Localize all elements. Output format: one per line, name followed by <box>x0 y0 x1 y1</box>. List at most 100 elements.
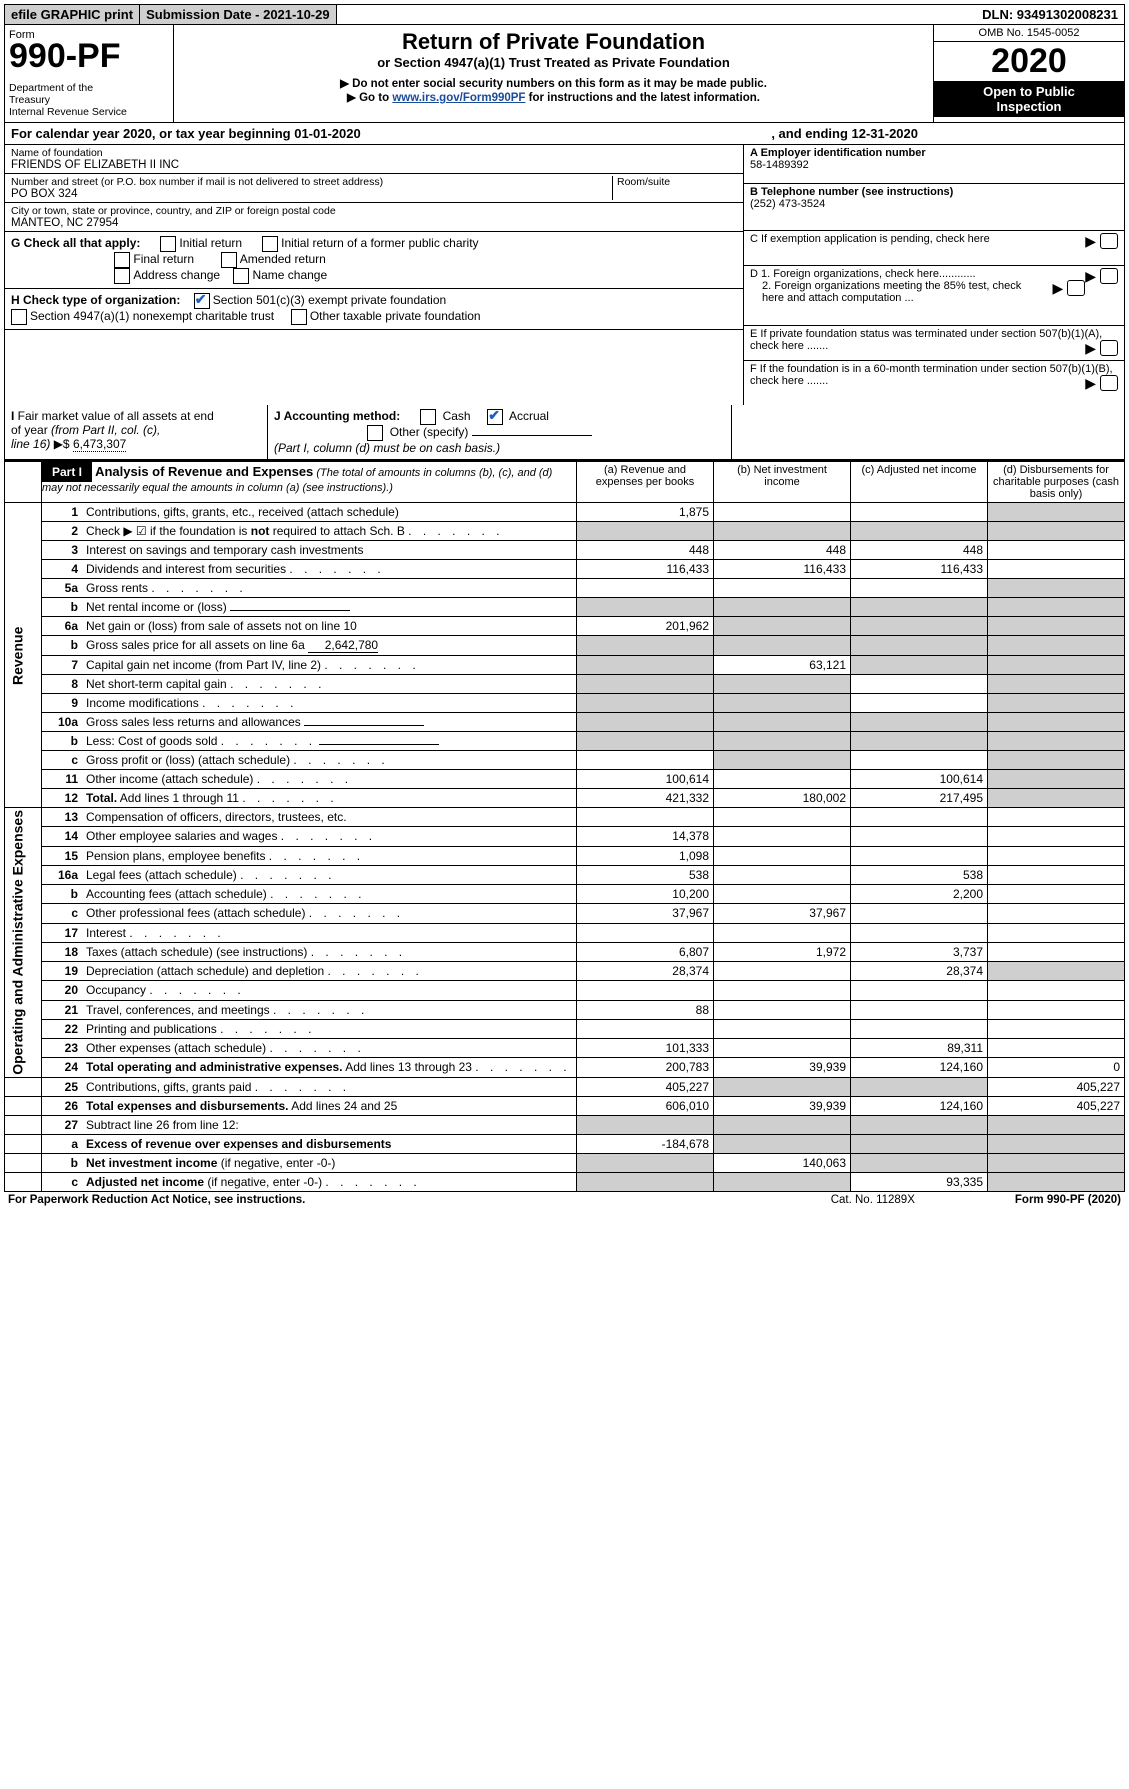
row-num: b <box>42 636 83 656</box>
row-num: 24 <box>42 1058 83 1077</box>
row-desc: Net investment income (if negative, ente… <box>82 1153 577 1172</box>
cell: -184,678 <box>577 1134 714 1153</box>
cell <box>851 981 988 1000</box>
row-num: 20 <box>42 981 83 1000</box>
cell <box>577 981 714 1000</box>
row-num: 8 <box>42 675 83 694</box>
row-num: 2 <box>42 522 83 541</box>
section-h: H Check type of organization: Section 50… <box>5 289 743 330</box>
cb-e[interactable] <box>1100 340 1118 356</box>
form-header: Form 990-PF Department of theTreasuryInt… <box>4 25 1125 123</box>
row-desc: Interest on savings and temporary cash i… <box>82 541 577 560</box>
cell <box>577 732 714 751</box>
cell <box>988 923 1125 942</box>
addr-label: Number and street (or P.O. box number if… <box>11 176 608 188</box>
cell <box>851 1134 988 1153</box>
cell <box>714 885 851 904</box>
cell <box>988 732 1125 751</box>
cell: 39,939 <box>714 1058 851 1077</box>
cell <box>851 675 988 694</box>
cell <box>851 694 988 713</box>
f-label: F If the foundation is in a 60-month ter… <box>750 363 1113 387</box>
d1-label: D 1. Foreign organizations, check here..… <box>750 268 976 280</box>
cb-name[interactable] <box>233 268 249 284</box>
cell <box>714 636 851 656</box>
cell: 606,010 <box>577 1096 714 1115</box>
cell <box>577 713 714 732</box>
cell <box>714 522 851 541</box>
cell: 217,495 <box>851 789 988 808</box>
cell <box>577 1115 714 1134</box>
cb-address[interactable] <box>114 268 130 284</box>
cell: 37,967 <box>714 904 851 923</box>
cb-other-tax[interactable] <box>291 309 307 325</box>
foundation-name: FRIENDS OF ELIZABETH II INC <box>11 159 737 171</box>
cell <box>851 503 988 522</box>
cell <box>988 675 1125 694</box>
cell <box>851 732 988 751</box>
cell <box>714 770 851 789</box>
cell <box>988 904 1125 923</box>
cell <box>577 1153 714 1172</box>
cell <box>577 1172 714 1191</box>
cb-initial[interactable] <box>160 236 176 252</box>
cb-f[interactable] <box>1100 375 1118 391</box>
cb-other-acct[interactable] <box>367 425 383 441</box>
cb-501c3[interactable] <box>194 293 210 309</box>
cell <box>851 751 988 770</box>
cb-initial-former[interactable] <box>262 236 278 252</box>
efile-print[interactable]: efile GRAPHIC print <box>5 5 140 24</box>
cell <box>714 1019 851 1038</box>
cell: 200,783 <box>577 1058 714 1077</box>
cell <box>851 904 988 923</box>
cb-d2[interactable] <box>1067 280 1085 296</box>
cell: 3,737 <box>851 942 988 961</box>
irs-link[interactable]: www.irs.gov/Form990PF <box>392 92 525 104</box>
cell <box>714 732 851 751</box>
row-num: 23 <box>42 1039 83 1058</box>
cell <box>988 579 1125 598</box>
row-desc: Taxes (attach schedule) (see instruction… <box>82 942 577 961</box>
row-desc: Contributions, gifts, grants paid . . . … <box>82 1077 577 1096</box>
city-label: City or town, state or province, country… <box>11 205 737 217</box>
cb-d1[interactable] <box>1100 268 1118 284</box>
cell <box>988 656 1125 675</box>
cb-c[interactable] <box>1100 233 1118 249</box>
cell <box>577 675 714 694</box>
omb: OMB No. 1545-0052 <box>934 25 1124 42</box>
row-desc: Total expenses and disbursements. Add li… <box>82 1096 577 1115</box>
side-revenue: Revenue <box>5 503 42 808</box>
row-desc: Capital gain net income (from Part IV, l… <box>82 656 577 675</box>
cell <box>988 1115 1125 1134</box>
cell <box>714 923 851 942</box>
fmv: 6,473,307 <box>73 437 126 452</box>
cb-final[interactable] <box>114 252 130 268</box>
form-subtitle: or Section 4947(a)(1) Trust Treated as P… <box>178 55 929 70</box>
cell <box>577 1019 714 1038</box>
cell: 448 <box>851 541 988 560</box>
tel-label: B Telephone number (see instructions) <box>750 186 953 198</box>
cell: 28,374 <box>577 962 714 981</box>
page-footer: For Paperwork Reduction Act Notice, see … <box>4 1192 1125 1208</box>
cell <box>988 808 1125 827</box>
row-num: a <box>42 1134 83 1153</box>
cell: 10,200 <box>577 885 714 904</box>
cell: 180,002 <box>714 789 851 808</box>
cell <box>988 1000 1125 1019</box>
row-desc: Accounting fees (attach schedule) . . . … <box>82 885 577 904</box>
cell <box>714 694 851 713</box>
cell: 6,807 <box>577 942 714 961</box>
cb-amended[interactable] <box>221 252 237 268</box>
section-g: G Check all that apply: Initial return I… <box>5 232 743 289</box>
dept: Department of theTreasuryInternal Revenu… <box>9 82 169 118</box>
row-desc: Total. Add lines 1 through 11 . . . . . … <box>82 789 577 808</box>
row-desc: Gross sales less returns and allowances <box>82 713 577 732</box>
cb-accrual[interactable] <box>487 409 503 425</box>
cb-cash[interactable] <box>420 409 436 425</box>
city: MANTEO, NC 27954 <box>11 217 737 229</box>
cell <box>851 846 988 865</box>
cell <box>714 827 851 846</box>
row-num: 1 <box>42 503 83 522</box>
cb-4947[interactable] <box>11 309 27 325</box>
cell <box>714 808 851 827</box>
